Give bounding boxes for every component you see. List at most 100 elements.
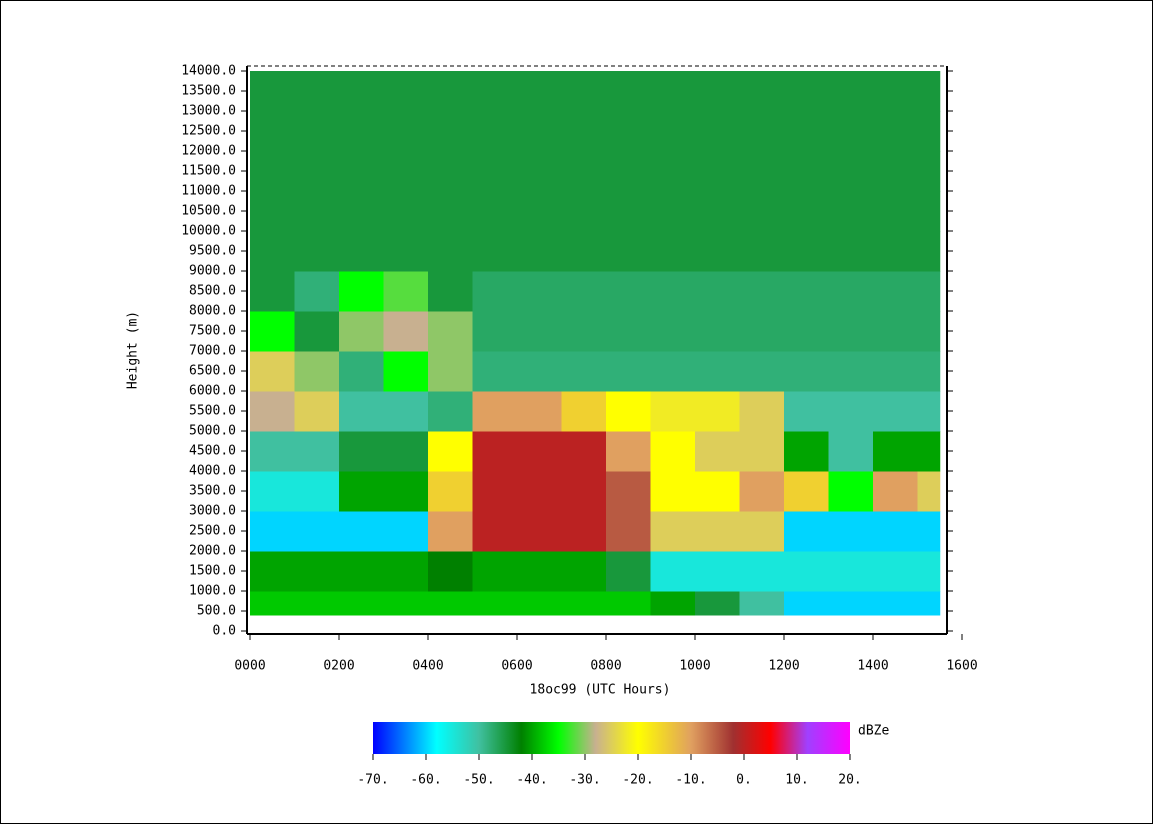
cell	[873, 311, 918, 352]
y-tick-label: 2000.0	[189, 544, 236, 559]
cell	[295, 271, 340, 312]
cell	[918, 271, 941, 312]
cell	[250, 311, 295, 352]
cell	[295, 391, 340, 432]
y-tick-label: 10500.0	[181, 204, 236, 219]
cell	[428, 591, 473, 616]
cell	[784, 431, 829, 472]
cell	[339, 231, 384, 272]
cell	[384, 111, 429, 152]
cell	[517, 511, 562, 552]
y-tick-label: 11000.0	[181, 184, 236, 199]
cell	[918, 71, 941, 112]
cell	[295, 191, 340, 232]
colorbar-tick-label: -70.	[357, 773, 388, 788]
cell	[339, 271, 384, 312]
cell	[517, 351, 562, 392]
cell	[384, 231, 429, 272]
cell	[473, 351, 518, 392]
cell	[517, 391, 562, 432]
y-tick-label: 9500.0	[189, 244, 236, 259]
cell	[606, 431, 651, 472]
y-tick-label: 11500.0	[181, 164, 236, 179]
cell	[695, 191, 740, 232]
cell	[784, 311, 829, 352]
cell	[784, 271, 829, 312]
cell	[428, 431, 473, 472]
cell	[295, 311, 340, 352]
cell	[651, 591, 696, 616]
cell	[829, 111, 874, 152]
cell	[562, 471, 607, 512]
cell	[606, 231, 651, 272]
colorbar-tick-label: -60.	[410, 773, 441, 788]
cell	[428, 311, 473, 352]
cell	[295, 151, 340, 192]
y-tick-label: 1000.0	[189, 584, 236, 599]
cell	[695, 591, 740, 616]
cell	[918, 191, 941, 232]
cell	[918, 311, 941, 352]
cell	[473, 111, 518, 152]
cell	[784, 151, 829, 192]
cell	[695, 471, 740, 512]
y-tick-label: 12000.0	[181, 144, 236, 159]
colorbar-tick-label: -40.	[516, 773, 547, 788]
cell	[562, 271, 607, 312]
cell	[562, 591, 607, 616]
cell	[784, 231, 829, 272]
cell	[695, 511, 740, 552]
y-tick-label: 4000.0	[189, 464, 236, 479]
cell	[740, 471, 785, 512]
cell	[428, 471, 473, 512]
cell	[829, 271, 874, 312]
cell	[784, 351, 829, 392]
cell	[829, 471, 874, 512]
cell	[651, 431, 696, 472]
cell	[250, 511, 295, 552]
cell	[651, 471, 696, 512]
cell	[473, 271, 518, 312]
cell	[517, 591, 562, 616]
cell	[517, 71, 562, 112]
cell	[384, 271, 429, 312]
cell	[740, 551, 785, 592]
colorbar-tick-label: 0.	[736, 773, 752, 788]
cell	[740, 71, 785, 112]
y-tick-label: 6500.0	[189, 364, 236, 379]
cell	[562, 511, 607, 552]
cell	[517, 231, 562, 272]
cell	[250, 391, 295, 432]
cell	[740, 511, 785, 552]
y-tick-label: 6000.0	[189, 384, 236, 399]
cell	[651, 311, 696, 352]
cell	[384, 511, 429, 552]
cell	[651, 511, 696, 552]
cell	[784, 391, 829, 432]
y-tick-label: 3000.0	[189, 504, 236, 519]
cell	[428, 111, 473, 152]
cell	[829, 191, 874, 232]
cell	[918, 551, 941, 592]
x-tick-label: 0400	[412, 659, 443, 674]
cell	[695, 271, 740, 312]
cell	[784, 591, 829, 616]
cell	[606, 191, 651, 232]
colorbar	[373, 722, 850, 754]
cell	[740, 391, 785, 432]
cell	[384, 391, 429, 432]
cell	[473, 151, 518, 192]
cell	[562, 351, 607, 392]
cell	[873, 391, 918, 432]
y-tick-label: 7000.0	[189, 344, 236, 359]
cell	[784, 551, 829, 592]
cell	[829, 351, 874, 392]
cell	[606, 111, 651, 152]
y-tick-label: 8000.0	[189, 304, 236, 319]
cell	[384, 551, 429, 592]
cell	[428, 231, 473, 272]
cell	[873, 351, 918, 392]
cell	[295, 551, 340, 592]
x-tick-label: 1600	[946, 659, 977, 674]
